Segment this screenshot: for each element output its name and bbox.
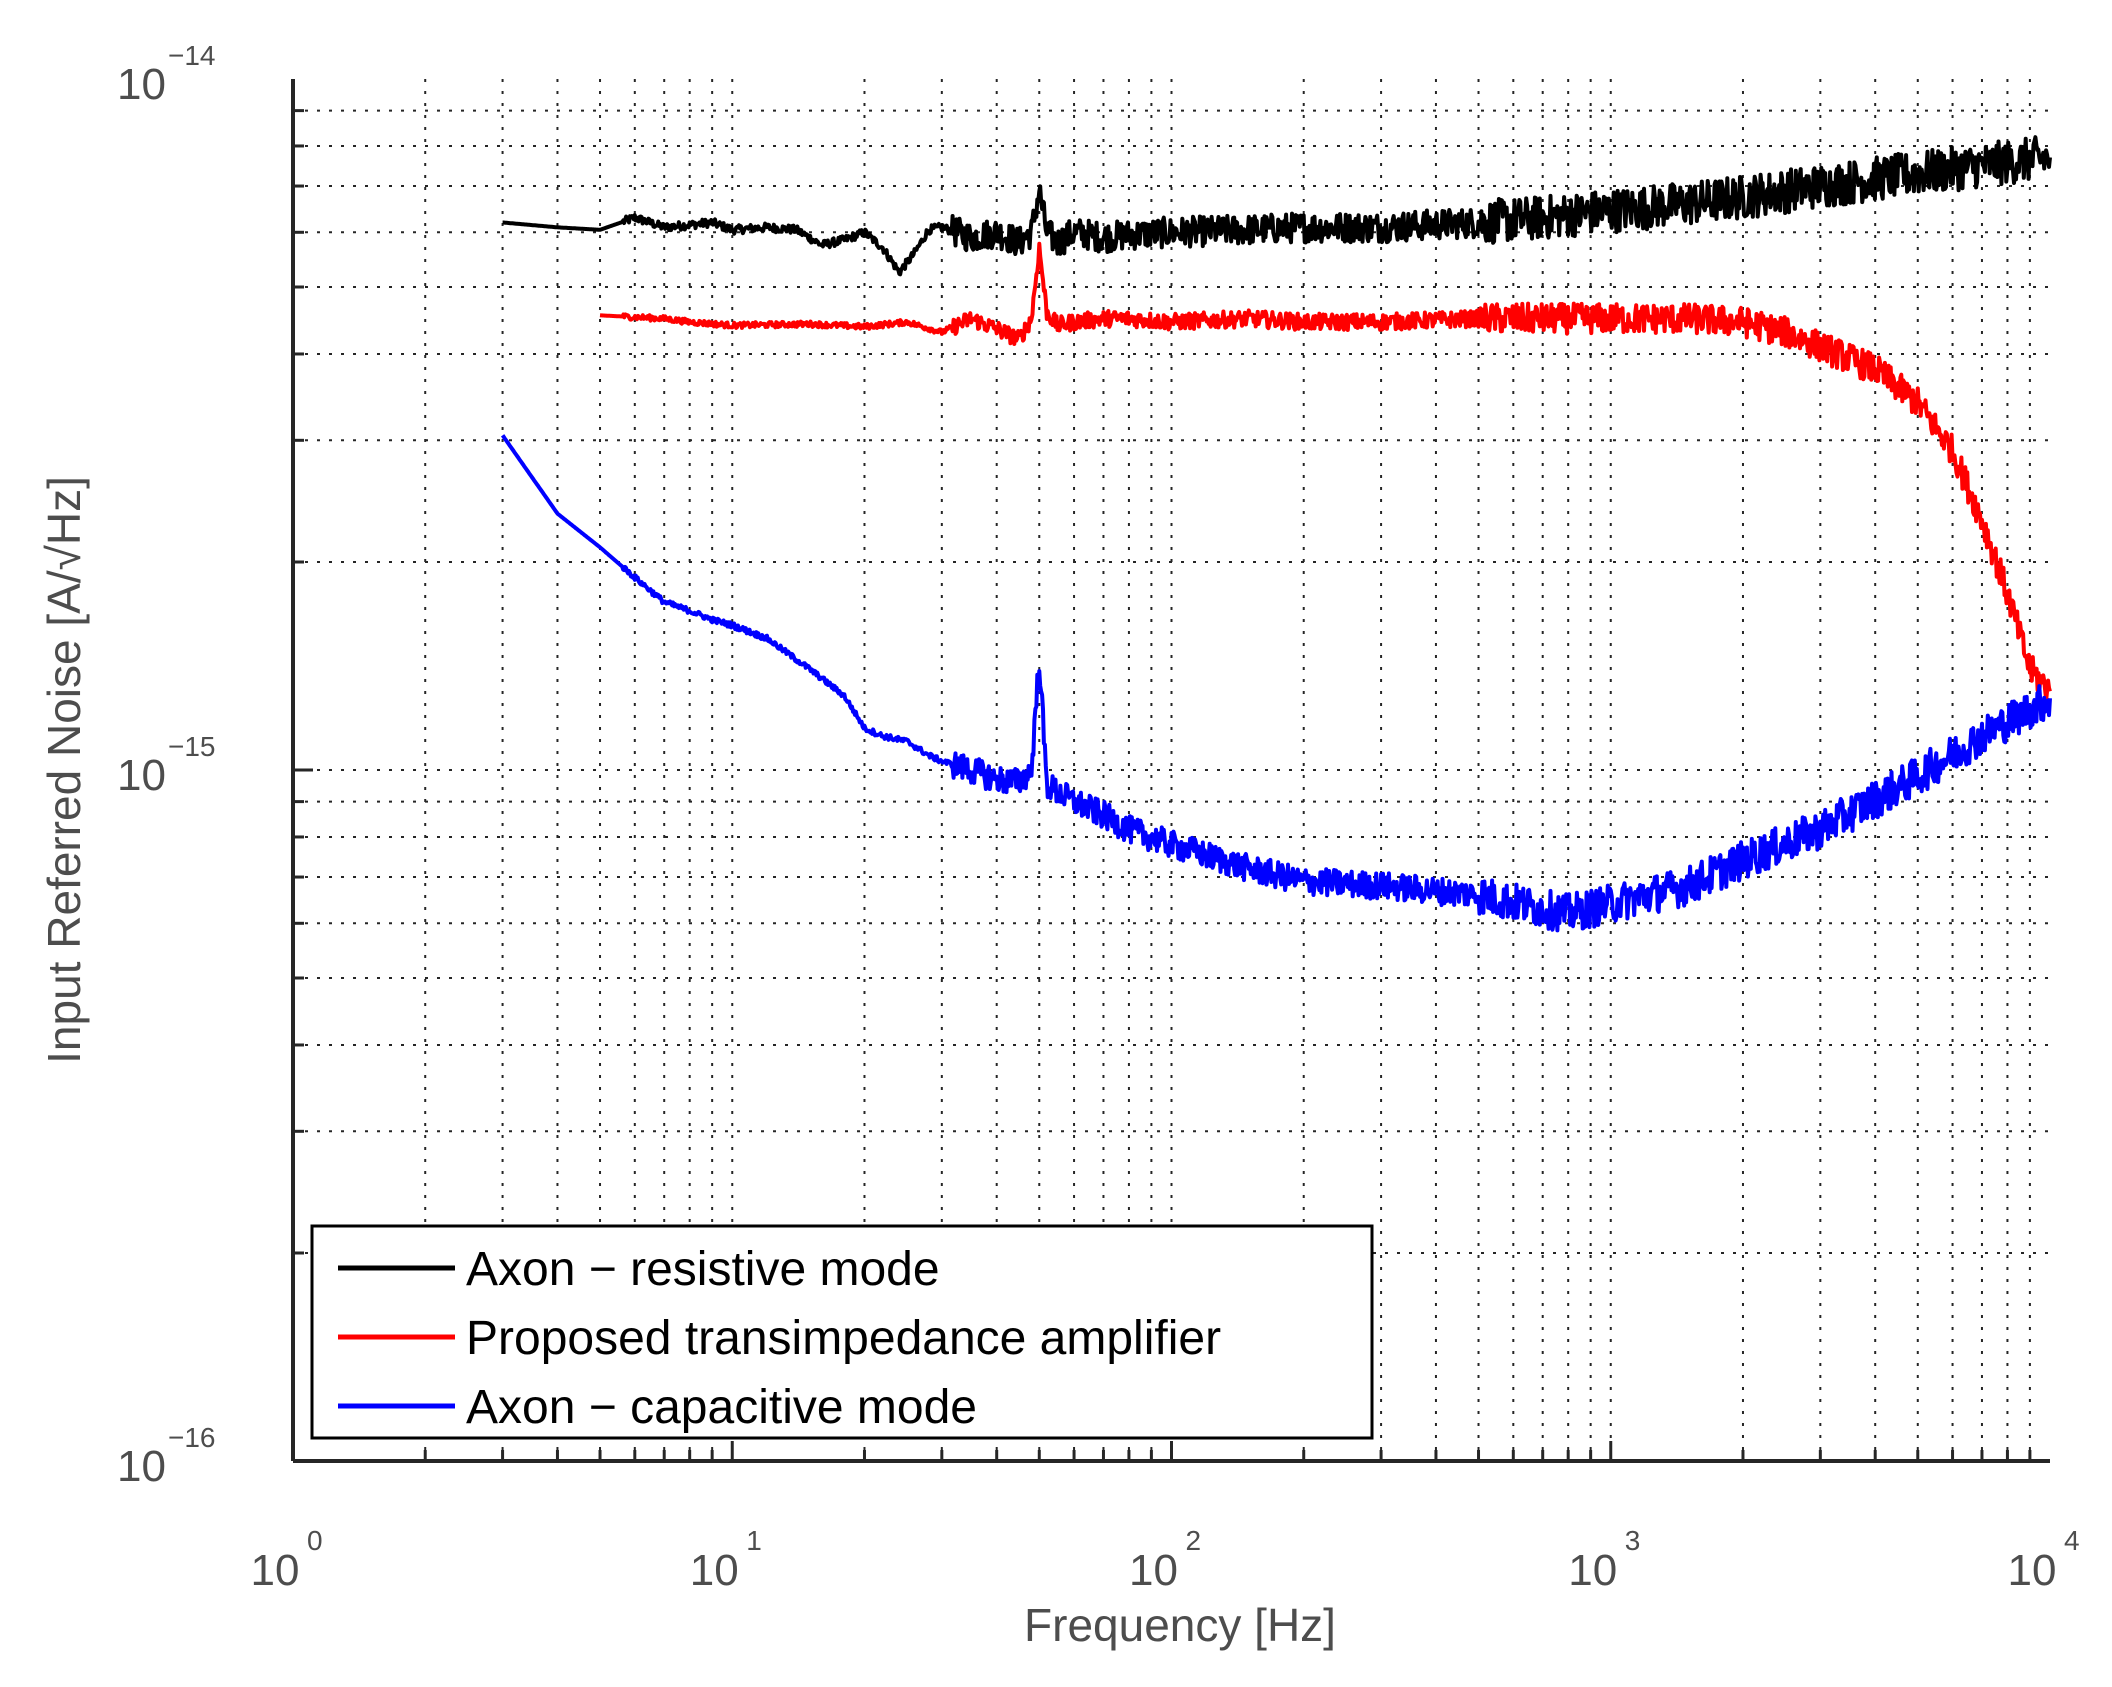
x-tick-label: 10 [251, 1546, 300, 1595]
x-tick-label: 10 [1129, 1546, 1178, 1595]
x-tick-label-exponent: 3 [1625, 1525, 1641, 1556]
x-tick-label-exponent: 0 [307, 1525, 323, 1556]
series-line-0 [501, 135, 2052, 277]
x-tick-label-exponent: 4 [2064, 1525, 2080, 1556]
data-series [500, 135, 2052, 933]
series-line-1 [599, 241, 2052, 702]
series-line-2 [500, 434, 2052, 933]
legend: Axon − resistive mode Proposed transimpe… [310, 1224, 1374, 1440]
legend-label-resistive: Axon − resistive mode [466, 1243, 940, 1296]
y-tick-label: 10 [117, 60, 166, 109]
x-tick-label: 10 [690, 1546, 739, 1595]
y-tick-label-exponent: −16 [168, 1422, 216, 1453]
y-tick-label: 10 [117, 751, 166, 800]
x-tick-label-exponent: 1 [746, 1525, 762, 1556]
y-tick-label-exponent: −15 [168, 731, 216, 762]
x-tick-label: 10 [1568, 1546, 1617, 1595]
legend-box [310, 1224, 1374, 1440]
legend-label-capacitive: Axon − capacitive mode [466, 1381, 977, 1434]
y-axis-title: Input Referred Noise [A/√Hz] [38, 476, 90, 1064]
y-tick-label-exponent: −14 [168, 40, 216, 71]
legend-label-proposed: Proposed transimpedance amplifier [466, 1312, 1221, 1365]
x-tick-label-exponent: 2 [1186, 1525, 1202, 1556]
y-tick-label: 10 [117, 1442, 166, 1491]
x-tick-label: 10 [2008, 1546, 2057, 1595]
x-axis-title: Frequency [Hz] [1024, 1599, 1336, 1651]
